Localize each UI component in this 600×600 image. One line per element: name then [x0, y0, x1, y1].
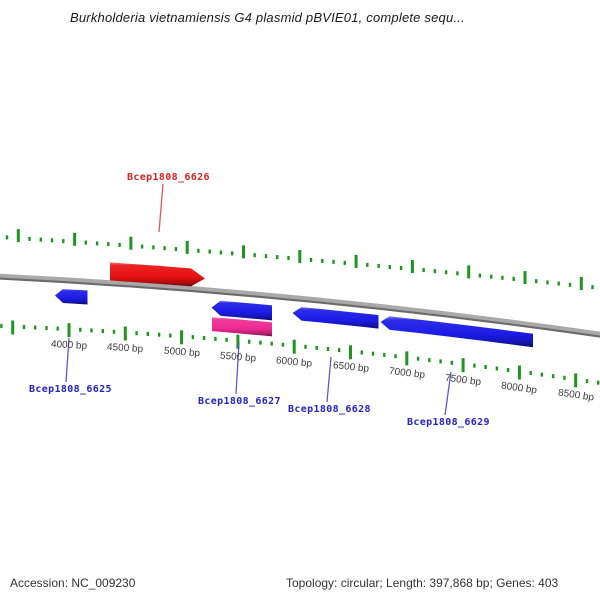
label-leader-line [65, 337, 70, 383]
gene-label[interactable]: Bcep1808_6625 [29, 384, 112, 395]
status-accession: Accession: NC_009230 [10, 576, 136, 590]
label-leader-line [235, 341, 240, 395]
gene-arrow-Bcep1808_6626[interactable] [110, 262, 205, 287]
gene-arrow-Bcep1808_6629[interactable] [380, 316, 534, 348]
ruler-label: 4000 bp [50, 339, 88, 352]
status-bar: Accession: NC_009230 Topology: circular;… [0, 556, 600, 600]
label-leader-line [444, 371, 452, 416]
gene-arrow-Bcep1808_6625[interactable] [55, 289, 88, 305]
sequence-backbone-line [0, 273, 600, 337]
gene-label[interactable]: Bcep1808_6627 [198, 396, 281, 407]
label-leader-line [158, 183, 164, 233]
ruler-ticks-top [5, 229, 594, 290]
gene-arrow-Bcep1808_6628[interactable] [292, 307, 379, 329]
gene-arrow-Bcep1808_6627[interactable] [211, 300, 273, 321]
status-topology: Topology: circular; Length: 397,868 bp; … [286, 576, 559, 590]
gene-label[interactable]: Bcep1808_6626 [127, 172, 210, 183]
ruler-ticks-bottom [0, 320, 600, 388]
gene-label[interactable]: Bcep1808_6629 [407, 417, 490, 428]
gene-arrow-feature[interactable] [212, 317, 272, 337]
sequence-title: Burkholderia vietnamiensis G4 plasmid pB… [70, 10, 465, 25]
gene-label[interactable]: Bcep1808_6628 [288, 404, 371, 415]
label-leader-line [326, 356, 332, 403]
sequence-backbone-shadow [0, 277, 600, 338]
